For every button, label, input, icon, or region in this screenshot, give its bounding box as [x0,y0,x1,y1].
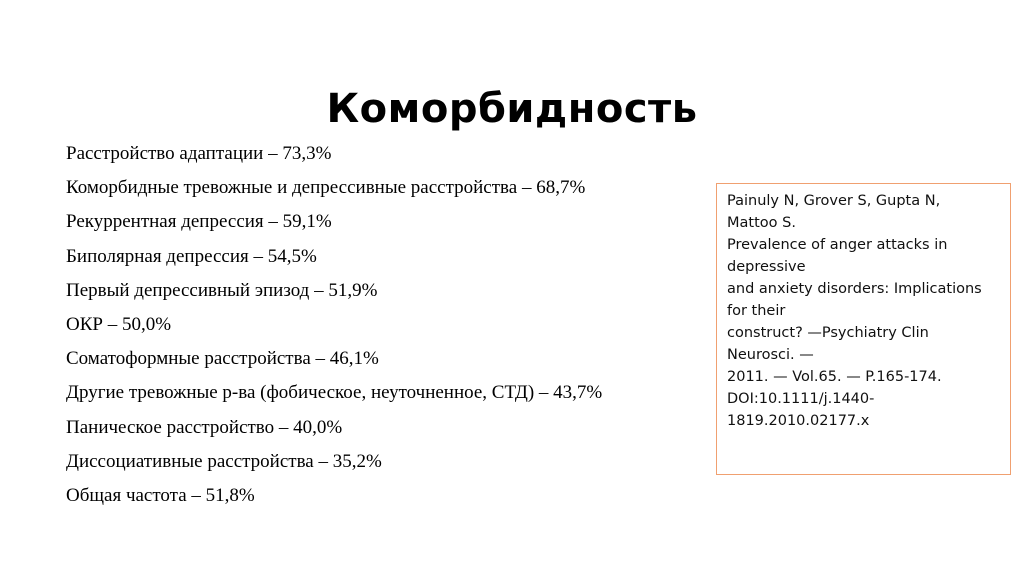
list-item: ОКР – 50,0% [66,314,172,336]
reference-line: depressive [727,259,806,275]
reference-line: Painuly N, Grover S, Gupta N, [727,193,941,209]
reference-line: Mattoo S. [727,215,796,231]
reference-line: 1819.2010.02177.x [727,413,870,429]
list-item: Общая частота – 51,8% [66,485,255,507]
list-item: Рекуррентная депрессия – 59,1% [66,211,332,233]
reference-line: construct? —Psychiatry Clin [727,325,929,341]
comorbidity-list: Расстройство адаптации – 73,3% Коморбидн… [66,137,602,513]
list-item: Другие тревожные р-ва (фобическое, неуто… [66,382,603,404]
slide-title: Коморбидность [326,85,698,132]
reference-line: Neurosci. — [727,347,814,363]
reference-line: Prevalence of anger attacks in [727,237,948,253]
list-item: Диссоциативные расстройства – 35,2% [66,450,382,472]
reference-line: 2011. — Vol.65. — P.165-174. [727,369,942,385]
reference-line: for their [727,303,786,319]
list-item: Биполярная депрессия – 54,5% [66,245,317,267]
reference-line: and anxiety disorders: Implications [727,281,982,297]
list-item: Коморбидные тревожные и депрессивные рас… [66,177,586,199]
reference-box: Painuly N, Grover S, Gupta N, Mattoo S. … [716,183,1011,475]
list-item: Расстройство адаптации – 73,3% [66,143,332,164]
list-item: Соматоформные расстройства – 46,1% [66,348,379,370]
list-item: Паническое расстройство – 40,0% [66,416,343,438]
list-item: Первый депрессивный эпизод – 51,9% [66,279,378,301]
reference-line: DOI:10.1111/j.1440- [727,391,875,407]
